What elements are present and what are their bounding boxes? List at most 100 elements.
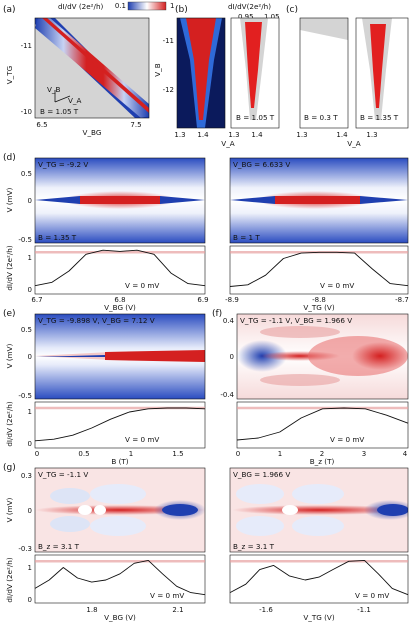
panel-d-ytick-3: -0.5 — [18, 236, 32, 244]
panel-b-ytick-1: -11 — [163, 37, 174, 45]
series-line — [236, 407, 409, 441]
panel-a-field: B = 1.05 T — [40, 107, 79, 116]
panel-b-cbar-title: dI/dV(2e²/h) — [228, 2, 271, 11]
panel-e-xtick-3: 1 — [129, 450, 133, 458]
panel-d-right-field: B = 1 T — [233, 233, 260, 242]
panel-g-ytick-1: 0.3 — [21, 472, 32, 480]
panel-d-left-line-plot — [34, 245, 206, 295]
panel-f-ytick-2: 0 — [230, 353, 234, 361]
panel-b-xtick-3: 1.3 — [228, 131, 239, 139]
panel-a-xtick-1: 6.5 — [36, 121, 47, 129]
panel-g-left-line-plot — [34, 554, 206, 604]
panel-e-xtick-2: 0.5 — [78, 450, 89, 458]
panel-d-right-xtick-1: -8.9 — [225, 296, 239, 304]
panel-g-right-note: V = 0 mV — [355, 591, 389, 600]
panel-a-ytick-1: -11 — [21, 42, 32, 50]
line-plot-frame — [229, 554, 409, 604]
panel-d-left-title: V_TG = -9.2 V — [38, 160, 88, 169]
panel-d-right-title: V_BG = 6.633 V — [233, 160, 290, 169]
panel-d-left-xtick-1: 6.7 — [31, 296, 42, 304]
panel-a-xtick-2: 7.5 — [130, 121, 141, 129]
line-plot-frame — [34, 401, 206, 449]
panel-b-xlabel: V_A — [221, 139, 235, 148]
panel-e-line-ylabel: dI/dV (2e²/h) — [5, 401, 14, 447]
panel-e-map — [35, 314, 205, 399]
panel-a-colorbar — [127, 1, 167, 11]
panel-a-ylabel: V_TG — [5, 66, 14, 84]
panel-d-right-xtick-3: -8.7 — [395, 296, 409, 304]
panel-b-map-right — [231, 18, 279, 128]
panel-c-map-left — [300, 18, 348, 128]
panel-f-title: V_TG = -1.1 V, V_BG = 1.966 V — [240, 316, 352, 325]
panel-f-xtick-1: 0 — [236, 450, 240, 458]
panel-e-line-plot — [34, 401, 206, 449]
panel-a-label: (a) — [3, 5, 16, 15]
panel-f-map — [237, 314, 408, 399]
panel-e-ytick-1: 0.5 — [21, 326, 32, 334]
panel-e-xlabel: B (T) — [111, 457, 128, 466]
panel-e-ylabel: V (mV) — [5, 343, 14, 368]
panel-g-line-ylabel: dI/dV (2e²/h) — [5, 557, 14, 603]
panel-a-axes-arrows — [54, 90, 71, 103]
series-line — [34, 559, 206, 596]
panel-f-ytick-1: 0.4 — [223, 317, 235, 325]
panel-d-line-ytick-1: 1 — [28, 254, 32, 262]
panel-g-left-xtick-1: 1.8 — [86, 606, 97, 614]
panel-a-vb-label: V_B — [47, 85, 61, 94]
panel-a-cbar-min: 0.1 — [115, 2, 126, 10]
panel-d-line-ytick-3: 0 — [28, 286, 32, 294]
series-line — [34, 249, 206, 287]
panel-g-line-ytick-1: 1 — [28, 564, 32, 572]
panel-e-title: V_TG = -9.898 V, V_BG = 7.12 V — [38, 316, 155, 325]
panel-g-ytick-2: 0 — [28, 507, 32, 515]
panel-f-xtick-4: 3 — [362, 450, 366, 458]
panel-d-map-left — [35, 158, 205, 243]
panel-e-line-ytick-3: 0 — [28, 440, 32, 448]
panel-a-cbar-title: dI/dV (2e²/h) — [58, 2, 104, 11]
panel-g-map-right — [230, 468, 408, 552]
panel-d-label: (d) — [3, 153, 16, 163]
panel-a-cbar-max: 1 — [170, 2, 174, 10]
panel-g-right-line-plot — [229, 554, 409, 604]
panel-d-right-note: V = 0 mV — [320, 281, 354, 290]
panel-d-left-xtick-2: 6.8 — [114, 296, 125, 304]
panel-g-left-note: V = 0 mV — [150, 591, 184, 600]
series-line — [34, 407, 206, 442]
panel-a-map — [35, 18, 149, 118]
panel-b-map-left — [177, 18, 225, 128]
panel-f-xlabel: B_z (T) — [310, 457, 335, 466]
panel-b-cbar-min: 0.95 — [238, 13, 254, 21]
panel-a-va-label: V_A — [68, 96, 82, 105]
panel-d-map-right — [230, 158, 408, 243]
panel-b-field: B = 1.05 T — [236, 113, 275, 122]
panel-f-note: V = 0 mV — [330, 435, 364, 444]
panel-c-label: (c) — [286, 5, 298, 15]
panel-e-xtick-1: 0 — [35, 450, 39, 458]
panel-c-field-1: B = 0.3 T — [304, 113, 338, 122]
panel-g-right-xtick-1: -1.6 — [259, 606, 273, 614]
panel-d-left-note: V = 0 mV — [125, 281, 159, 290]
line-plot-frame — [229, 245, 409, 295]
panel-g-left-title: V_TG = -1.1 V — [38, 470, 88, 479]
panel-c-xtick-1: 1.3 — [296, 131, 307, 139]
panel-g-label: (g) — [3, 463, 16, 473]
panel-g-ytick-3: -0.3 — [18, 545, 32, 553]
panel-b-ytick-2: -12 — [163, 86, 174, 94]
panel-f-ytick-3: -0.4 — [220, 391, 234, 399]
panel-g-ylabel: V (mV) — [5, 497, 14, 522]
panel-d-line-ylabel: dI/dV (2e²/h) — [5, 245, 14, 291]
panel-d-left-field: B = 1.35 T — [38, 233, 77, 242]
panel-g-right-xtick-2: -1.1 — [357, 606, 371, 614]
series-line — [229, 251, 409, 287]
panel-b-xtick-1: 1.3 — [174, 131, 185, 139]
panel-d-ylabel: V (mV) — [5, 187, 14, 212]
panel-g-right-title: V_BG = 1.966 V — [233, 470, 290, 479]
panel-f-xtick-3: 2 — [320, 450, 324, 458]
panel-c-xlabel: V_A — [347, 139, 361, 148]
panel-c-field-2: B = 1.35 T — [360, 113, 399, 122]
line-plot-frame — [34, 554, 206, 604]
line-plot-frame — [34, 245, 206, 295]
panel-e-ytick-2: 0 — [28, 353, 32, 361]
line-plot-frame — [236, 401, 409, 449]
panel-a-xlabel: V_BG — [83, 128, 102, 137]
